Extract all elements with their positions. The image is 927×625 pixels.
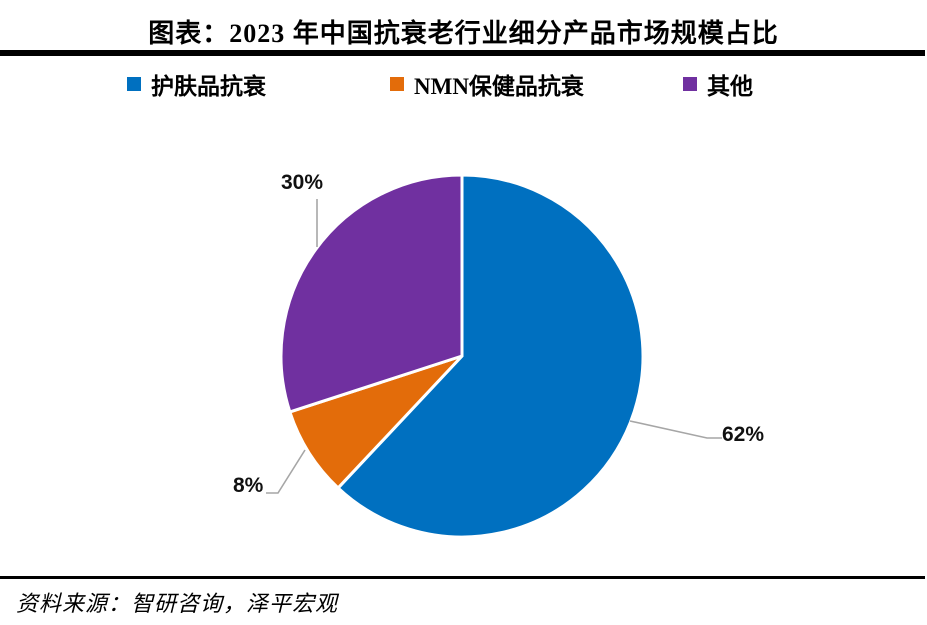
pie-slice xyxy=(336,173,645,539)
legend-item-other: 其他 xyxy=(683,71,753,99)
leader-line-skincare xyxy=(629,420,722,439)
pie-slice xyxy=(279,173,464,414)
source-note: 资料来源：智研咨询，泽平宏观 xyxy=(16,591,339,616)
bottom-rule xyxy=(0,576,925,579)
pie-slices xyxy=(279,173,645,539)
legend-swatch xyxy=(127,77,141,91)
top-rule xyxy=(0,50,925,56)
data-label-other: 30% xyxy=(281,171,324,194)
legend-swatch xyxy=(683,77,697,91)
legend-label: 其他 xyxy=(707,74,753,99)
legend-item-nmn: NMN保健品抗衰 xyxy=(390,71,584,99)
legend-label: NMN保健品抗衰 xyxy=(414,74,584,99)
leader-line-nmn xyxy=(266,449,306,494)
legend-label: 护肤品抗衰 xyxy=(151,74,266,99)
chart-title: 图表：2023 年中国抗衰老行业细分产品市场规模占比 xyxy=(148,19,779,48)
pie-slice xyxy=(288,354,464,490)
legend-swatch xyxy=(390,77,404,91)
data-label-nmn: 8% xyxy=(233,474,264,497)
data-label-skincare: 62% xyxy=(722,423,765,446)
legend-item-skincare: 护肤品抗衰 xyxy=(127,71,266,99)
